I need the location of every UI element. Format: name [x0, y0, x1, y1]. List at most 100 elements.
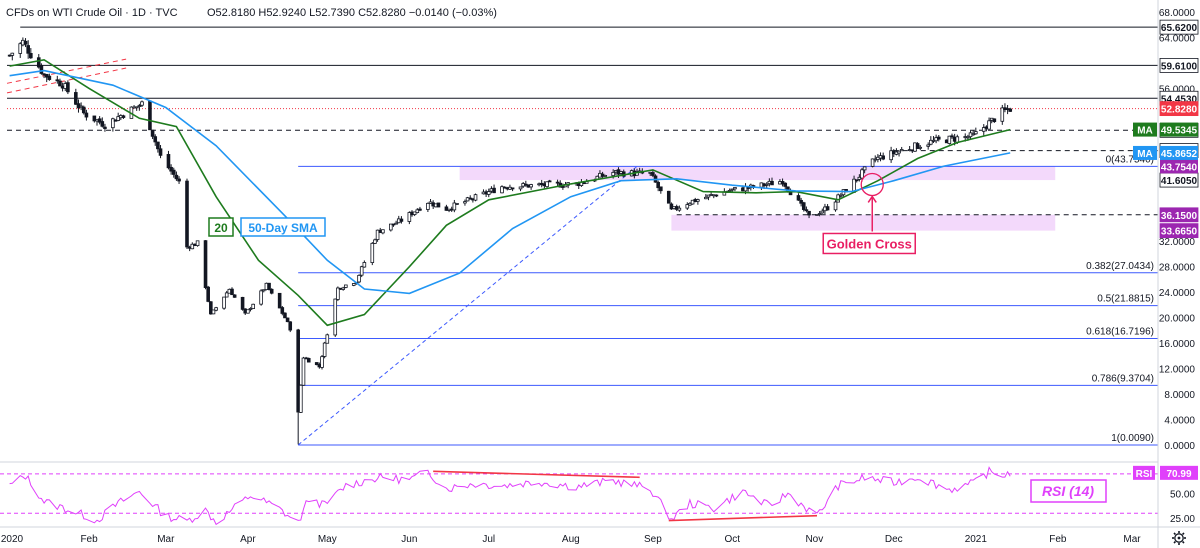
- time-tick-label: Feb: [1049, 534, 1067, 545]
- candle: [926, 142, 930, 150]
- candle: [224, 290, 229, 298]
- candle: [936, 135, 941, 142]
- candle: [320, 354, 324, 370]
- candle: [706, 194, 711, 201]
- time-scale[interactable]: 2020 Feb Mar Apr May Jun Jul Aug Sep Oct Nov Dec 202…: [1, 534, 1141, 545]
- candle: [55, 75, 60, 84]
- candle: [103, 123, 107, 132]
- time-tick-label: 2020: [1, 534, 24, 545]
- candle: [251, 303, 255, 309]
- svg-text:RSI: RSI: [1136, 469, 1153, 480]
- price-tag: 33.6650: [1159, 223, 1199, 239]
- candle: [214, 306, 218, 312]
- price-levels: [7, 26, 1158, 216]
- candle: [704, 194, 708, 200]
- candle: [714, 194, 719, 198]
- time-tick-label: May: [318, 534, 337, 545]
- candle: [770, 177, 774, 186]
- candle: [195, 240, 200, 247]
- candle: [81, 105, 86, 115]
- candle: [820, 208, 825, 214]
- candle: [555, 179, 560, 187]
- svg-text:45.8652: 45.8652: [1161, 149, 1198, 160]
- candle: [79, 102, 83, 111]
- candle: [418, 206, 422, 212]
- candle: [690, 199, 695, 205]
- candle: [950, 133, 954, 139]
- svg-text:49.5345: 49.5345: [1161, 126, 1198, 137]
- candle: [84, 109, 89, 121]
- symbol-title[interactable]: CFDs on WTI Crude Oil · 1D · TVC: [6, 7, 178, 19]
- highlight-zone[interactable]: [459, 166, 1056, 181]
- fib-level-label: 0.618(16.7196): [1086, 327, 1154, 338]
- candle: [375, 229, 380, 242]
- candle: [833, 200, 838, 212]
- candle: [148, 100, 152, 131]
- sma-20-line[interactable]: [9, 58, 1011, 327]
- candle: [415, 208, 420, 214]
- sma-50-label: 50-Day SMA: [240, 217, 326, 237]
- sma-50-line[interactable]: [9, 69, 1011, 295]
- time-tick-label: Apr: [240, 534, 256, 545]
- candle: [134, 106, 139, 111]
- svg-text:54.4530: 54.4530: [1161, 94, 1198, 105]
- price-tick-label: 0.0000: [1164, 441, 1195, 452]
- price-tick-label: 8.0000: [1164, 390, 1195, 401]
- candle: [807, 210, 811, 219]
- price-tick-label: 12.0000: [1159, 365, 1196, 376]
- price-tag: 59.6100: [1159, 58, 1199, 73]
- candle: [444, 204, 449, 211]
- candle: [825, 204, 830, 211]
- candle: [174, 171, 179, 181]
- candle: [733, 187, 737, 192]
- candle: [357, 274, 361, 284]
- candle: [301, 356, 306, 386]
- candle: [730, 188, 735, 192]
- candle: [500, 185, 504, 194]
- annotations: 20 50-Day SMA Golden Cross: [208, 172, 916, 255]
- candle: [269, 288, 274, 295]
- candle: [150, 129, 155, 140]
- resistance-trend-line[interactable]: [6, 58, 127, 84]
- price-tag: 36.1500: [1159, 207, 1199, 223]
- svg-text:41.6050: 41.6050: [1161, 176, 1198, 187]
- resistance-trend-line[interactable]: [6, 67, 127, 94]
- svg-text:43.7540: 43.7540: [1161, 162, 1198, 173]
- highlight-zone[interactable]: [671, 214, 1056, 231]
- candle: [987, 117, 991, 130]
- candle: [677, 205, 682, 212]
- candle: [92, 115, 97, 123]
- candle: [23, 38, 28, 48]
- candle: [547, 179, 552, 183]
- candle: [261, 289, 266, 293]
- golden-cross-label: Golden Cross: [822, 232, 916, 255]
- time-tick-label: Mar: [1123, 534, 1141, 545]
- fibonacci-retracement[interactable]: 0(43.7540) 0.382(27.0434) 0.5(21.8815) 0.61…: [297, 154, 1158, 446]
- trend-lines[interactable]: [6, 58, 127, 94]
- settings-gear-icon[interactable]: [1172, 531, 1186, 545]
- svg-text:Golden Cross: Golden Cross: [827, 236, 912, 251]
- rsi-divergence-line[interactable]: [433, 470, 640, 479]
- candle: [870, 158, 875, 168]
- time-tick-label: 2021: [965, 534, 988, 545]
- candle: [209, 301, 213, 315]
- candle: [156, 141, 160, 153]
- candle: [974, 127, 978, 135]
- rsi-line[interactable]: [9, 466, 1011, 526]
- candle: [66, 80, 70, 95]
- rsi-divergence-line[interactable]: [668, 514, 818, 522]
- candle: [177, 176, 181, 184]
- fib-level-label: 0(43.7540): [1106, 154, 1154, 165]
- fib-level-label: 0.5(21.8815): [1097, 294, 1154, 305]
- price-tick-label: 16.0000: [1159, 339, 1196, 350]
- candles: [7, 37, 1013, 445]
- candle: [153, 134, 158, 146]
- price-scale[interactable]: 68.0000 64.0000 56.0000 32.0000 28.0000 24.00…: [1159, 8, 1196, 452]
- time-tick-label: Sep: [644, 534, 662, 545]
- candle: [206, 285, 210, 303]
- candle: [981, 124, 986, 136]
- candle: [288, 321, 293, 333]
- candle: [486, 188, 491, 198]
